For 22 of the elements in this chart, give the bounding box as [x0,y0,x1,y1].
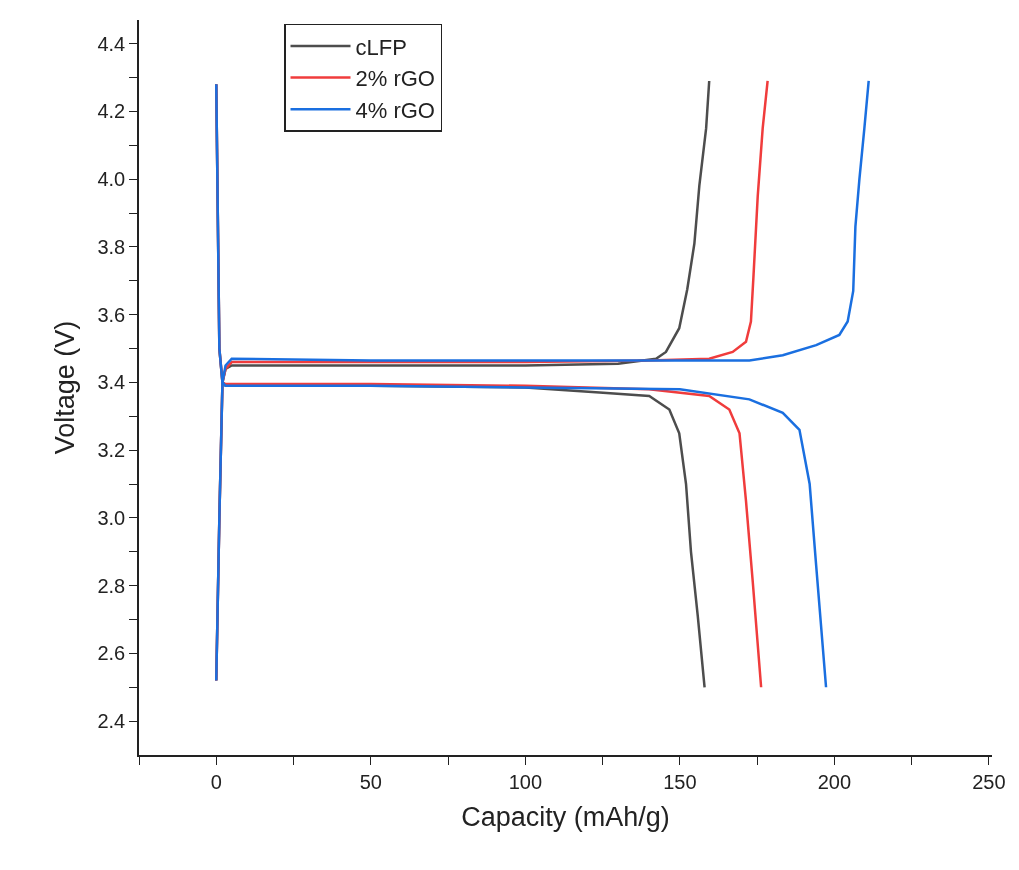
y-tick-label: 3.8 [97,235,126,258]
y-tick-label: 4.2 [97,100,126,123]
y-tick-label: 4.0 [97,168,126,191]
x-tick-label: 100 [508,770,543,793]
x-tick-label: 150 [663,770,697,793]
legend-label: 2% rGO [355,66,435,92]
x-tick-label: 50 [359,770,382,793]
y-tick-label: 3.2 [97,439,126,462]
y-tick-label: 3.4 [97,371,126,394]
y-tick-label: 2.8 [97,574,126,597]
y-tick-label: 4.4 [97,32,126,55]
x-tick-label: 200 [817,770,852,793]
x-tick-label: 0 [210,770,222,793]
x-axis-title: Capacity (mAh/g) [461,801,670,832]
y-tick-label: 3.6 [97,303,126,326]
y-tick-label: 3.0 [97,506,126,529]
y-tick-label: 2.4 [97,710,126,733]
legend-label: cLFP [355,34,407,60]
y-axis-title: Voltage (V) [49,320,80,455]
legend-label: 4% rGO [355,97,435,123]
x-tick-label: 250 [972,770,1006,793]
y-tick-label: 2.6 [97,642,126,665]
